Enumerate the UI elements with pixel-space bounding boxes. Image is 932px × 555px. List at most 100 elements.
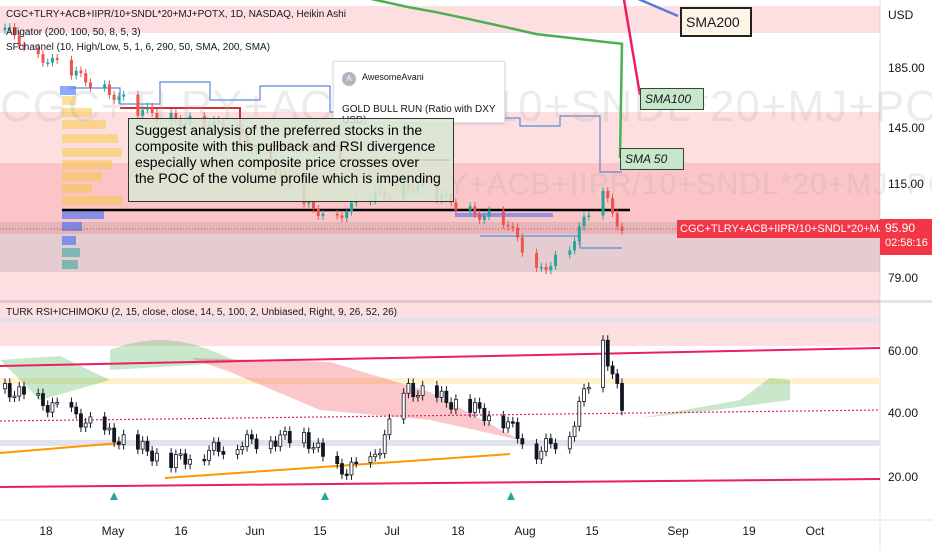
rsi-candle: [567, 436, 572, 450]
rsi-candle: [74, 406, 79, 415]
price-candle: [41, 54, 45, 63]
rsi-candle: [601, 339, 605, 388]
indicator-sfchannel-label[interactable]: SFchannel (10, High/Low, 5, 1, 6, 290, 5…: [6, 42, 271, 53]
rsi-candle: [316, 442, 321, 448]
rsi-indicator-label[interactable]: TURK RSI+ICHIMOKU (2, 15, close, close, …: [6, 307, 398, 318]
rsi-candle: [586, 386, 591, 390]
price-candle: [8, 27, 12, 29]
price-tick: 145.00: [888, 121, 925, 135]
rsi-candle: [254, 438, 259, 450]
price-candle: [3, 27, 7, 30]
volume-profile-bar: [62, 196, 122, 205]
rsi-divergence-line: [0, 442, 121, 454]
rsi-candle: [79, 413, 83, 428]
price-candle: [307, 201, 311, 204]
rsi-candle: [273, 440, 278, 447]
rsi-candle: [378, 452, 382, 456]
rsi-candle: [117, 441, 121, 445]
avatar[interactable]: A: [342, 72, 356, 86]
price-candle: [36, 47, 40, 55]
price-candle: [473, 206, 477, 215]
rsi-candle: [449, 402, 454, 410]
rsi-candle: [154, 452, 159, 462]
price-candle: [69, 59, 73, 76]
rsi-candle: [382, 434, 387, 454]
author-card[interactable]: A AwesomeAvani GOLD BULL RUN (Ratio with…: [333, 61, 505, 126]
price-candle: [615, 213, 619, 227]
buy-signal-marker: [507, 492, 515, 500]
price-candle: [312, 201, 315, 210]
rsi-candle: [482, 407, 487, 422]
rsi-candle: [188, 458, 193, 465]
price-candle: [46, 62, 50, 65]
sma200-label[interactable]: SMA200: [680, 7, 752, 37]
rsi-candle: [283, 431, 287, 436]
price-candle: [321, 213, 325, 216]
price-candle: [340, 215, 344, 219]
price-candle: [587, 215, 591, 218]
rsi-candle: [107, 427, 112, 431]
rsi-candle: [55, 402, 60, 405]
annotation-note[interactable]: Suggest analysis of the preferred stocks…: [128, 118, 454, 202]
rsi-candle: [121, 434, 126, 445]
rsi-tick: 60.00: [888, 344, 919, 358]
price-candle: [549, 266, 553, 271]
rsi-candle: [169, 452, 174, 468]
pane-separator: [0, 300, 932, 303]
price-candle: [611, 198, 615, 214]
bar-countdown: 02:58:16: [885, 237, 928, 249]
rsi-channel-upper: [0, 347, 881, 367]
rsi-candle: [501, 415, 506, 429]
sma50-label[interactable]: SMA 50: [620, 148, 684, 170]
rsi-candle: [173, 454, 178, 468]
author-name[interactable]: AwesomeAvani: [362, 72, 424, 82]
price-candle: [568, 250, 572, 255]
rsi-candle: [135, 434, 140, 450]
rsi-candle: [615, 373, 620, 384]
rsi-candle: [577, 401, 582, 427]
rsi-candle: [477, 402, 482, 409]
volume-profile-bar: [62, 160, 112, 169]
price-tick: 79.00: [888, 271, 919, 285]
price-candle: [122, 94, 126, 97]
note-line: composite with this pullback and RSI div…: [135, 138, 436, 154]
price-candle: [349, 202, 353, 212]
price-candle: [535, 252, 539, 268]
rsi-candle: [102, 416, 107, 431]
note-line: Suggest analysis of the preferred stocks…: [135, 122, 423, 138]
last-price-value: 95.90: [885, 221, 916, 235]
rsi-candle: [401, 392, 406, 420]
price-candle: [150, 106, 154, 113]
rsi-candle: [373, 453, 378, 458]
price-candle: [520, 237, 524, 253]
price-candle: [501, 210, 505, 225]
rsi-signal-line: [0, 409, 881, 422]
rsi-candle: [340, 463, 344, 475]
rsi-candle: [17, 386, 22, 397]
sma50-line: [370, 0, 624, 159]
rsi-candle: [321, 442, 325, 457]
price-candle: [145, 106, 149, 110]
volume-profile-bar: [62, 184, 92, 193]
rsi-candle: [487, 415, 492, 422]
buy-signal-marker: [321, 492, 329, 500]
price-candle: [17, 35, 21, 46]
rsi-candle: [287, 431, 292, 444]
buy-signal-marker: [110, 492, 118, 500]
rsi-candle: [620, 383, 624, 411]
volume-profile-bar: [62, 172, 102, 181]
price-candle: [316, 209, 320, 216]
volume-profile-bar: [62, 96, 76, 105]
price-candle: [482, 216, 486, 220]
volume-profile-bar: [62, 120, 106, 129]
price-candle: [117, 96, 121, 100]
rsi-candle: [245, 434, 249, 447]
symbol-title[interactable]: CGC+TLRY+ACB+IIPR/10+SNDL*20+MJ+POTX, 1D…: [6, 9, 346, 20]
price-candle: [577, 226, 581, 242]
rsi-candle: [610, 365, 615, 375]
sma100-label[interactable]: SMA100: [640, 88, 704, 110]
ichimoku-cloud-red: [190, 358, 520, 440]
indicator-alligator-label[interactable]: Alligator (200, 100, 50, 8, 5, 3): [6, 27, 141, 38]
rsi-candle: [112, 427, 117, 443]
